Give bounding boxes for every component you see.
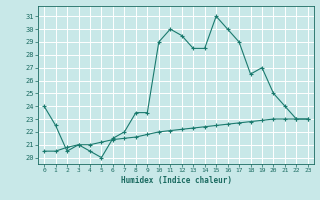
X-axis label: Humidex (Indice chaleur): Humidex (Indice chaleur) — [121, 176, 231, 185]
